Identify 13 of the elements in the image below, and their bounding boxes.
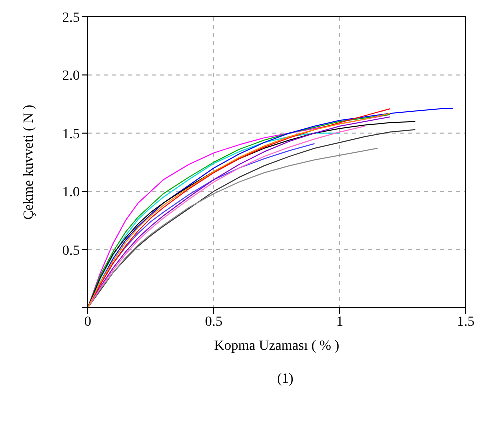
x-tick-label: 0 <box>84 314 92 330</box>
y-tick-label: 1.0 <box>62 186 80 201</box>
x-tick-label: 1 <box>336 314 344 330</box>
y-tick-label: 2.5 <box>62 10 80 26</box>
text: (1) <box>276 372 295 388</box>
y-axis-title: Çekme kuvveti ( N ) <box>22 104 37 220</box>
y-tick-label: 1.5 <box>62 127 80 142</box>
line-series <box>88 148 378 308</box>
x-axis-title: Kopma Uzaması ( % ) <box>214 339 340 354</box>
y-tick-label: 0.5 <box>62 244 80 259</box>
y-tick-label: 2.0 <box>62 69 80 84</box>
x-tick-label: 1.5 <box>457 314 475 330</box>
x-tick-label: 0.5 <box>205 314 223 330</box>
